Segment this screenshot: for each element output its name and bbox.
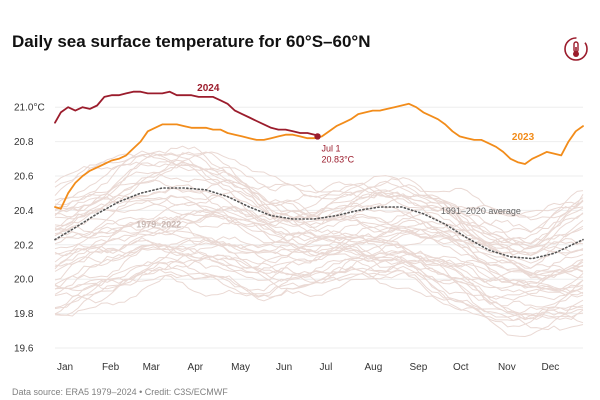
y-tick-label: 20.8 [14, 137, 34, 148]
historical-year-line [54, 184, 584, 269]
historical-year-line [54, 271, 584, 338]
historical-year-line [54, 151, 584, 244]
latest-value-marker [314, 133, 321, 140]
historical-year-line [54, 208, 584, 279]
series-line-2024 [54, 90, 319, 138]
historical-year-line [54, 224, 584, 289]
x-tick-label: Sep [409, 362, 427, 373]
historical-year-line [54, 163, 584, 247]
series-label-average: 1991–2020 average [441, 206, 521, 216]
historical-year-line [54, 237, 584, 292]
data-source-note: Data source: ERA5 1979–2024 • Credit: C3… [12, 387, 228, 397]
x-axis: Jan Feb Mar Apr May Jun Jul Aug Sep Oct Nov Dec [57, 362, 559, 373]
x-tick-label: Feb [102, 362, 120, 373]
series-line-1991-2020-average [54, 187, 584, 260]
historical-year-line [54, 236, 584, 308]
band-label-1979-2022: 1979–2022 [136, 220, 181, 230]
historical-year-line [54, 173, 584, 256]
historical-year-line [54, 161, 584, 233]
historical-year-line [54, 213, 584, 291]
x-tick-label: Dec [541, 362, 559, 373]
y-gridlines [55, 106, 583, 349]
y-tick-label: 20.4 [14, 206, 34, 217]
historical-year-line [54, 152, 584, 245]
y-tick-label: 20.2 [14, 240, 34, 251]
historical-year-line [54, 161, 584, 256]
y-axis: 19.6 19.8 20.0 20.2 20.4 20.6 20.8 21.0°C [14, 103, 45, 355]
x-tick-label: May [231, 362, 250, 373]
historical-year-line [54, 151, 584, 221]
logo [563, 36, 589, 62]
historical-lines-1979-2022 [54, 145, 584, 338]
historical-year-line [54, 239, 584, 301]
historical-year-line [54, 201, 584, 275]
thermometer-globe-icon [564, 37, 588, 61]
historical-year-line [54, 243, 584, 300]
x-tick-label: Apr [188, 362, 204, 373]
x-tick-label: Jun [276, 362, 292, 373]
x-tick-label: Nov [498, 362, 516, 373]
x-tick-label: Mar [143, 362, 161, 373]
y-tick-label: 19.6 [14, 344, 34, 355]
y-tick-label: 20.6 [14, 172, 34, 183]
historical-year-line [54, 266, 584, 324]
series-label-2024: 2024 [197, 83, 220, 94]
historical-year-line [54, 179, 584, 249]
historical-year-line [54, 200, 584, 257]
historical-year-line [54, 254, 584, 321]
x-tick-label: Jul [320, 362, 333, 373]
y-tick-label: 19.8 [14, 309, 34, 320]
x-tick-label: Aug [365, 362, 383, 373]
annotation-value: 20.83°C [322, 154, 355, 164]
y-tick-label: 21.0°C [14, 103, 45, 114]
historical-year-line [54, 215, 584, 287]
historical-year-line [54, 242, 584, 296]
annotation-date: Jul 1 [322, 143, 341, 153]
x-tick-label: Oct [453, 362, 469, 373]
historical-year-line [54, 243, 584, 301]
series-label-2023: 2023 [512, 132, 535, 143]
y-tick-label: 20.0 [14, 275, 34, 286]
historical-year-line [54, 160, 584, 250]
historical-year-line [54, 207, 584, 272]
historical-year-line [54, 145, 584, 236]
chart-title: Daily sea surface temperature for 60°S–6… [12, 32, 371, 51]
historical-year-line [54, 226, 584, 279]
x-tick-label: Jan [57, 362, 73, 373]
